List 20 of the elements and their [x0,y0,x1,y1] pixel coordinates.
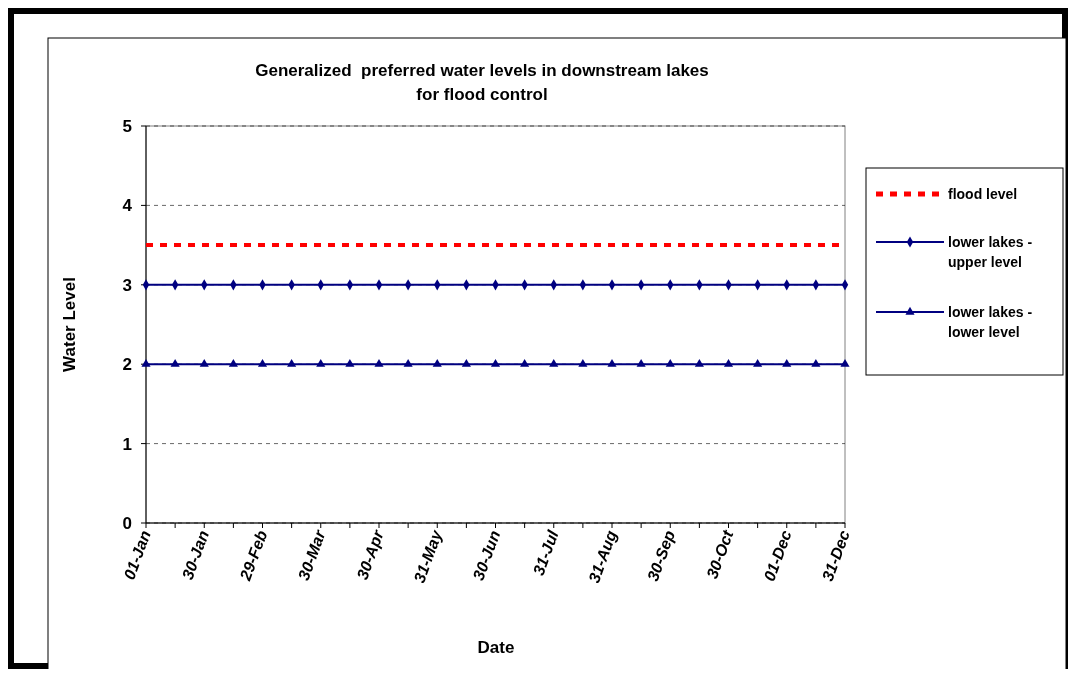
x-tick-label: 01-Dec [760,528,795,584]
x-tick-label: 30-Mar [294,527,329,583]
x-tick-label: 31-Jul [529,527,562,578]
y-tick-label: 5 [122,117,132,136]
x-tick-label: 30-Jun [469,528,504,583]
chart-title: Generalized preferred water levels in downstream lakes for flood control [255,61,709,104]
y-tick-label: 2 [122,355,132,375]
x-tick-label: 31-Dec [818,528,853,584]
legend-label: lower lakes - upper level [948,234,1033,270]
x-tick-label: 30-Apr [353,527,388,582]
y-tick-label: 4 [122,196,133,216]
y-tick-label: 3 [122,275,132,295]
legend-label: flood level [948,186,1018,202]
y-axis-title: Water Level [60,277,79,372]
x-tick-label: 29-Feb [236,528,271,584]
x-tick-label: 30-Jan [178,528,213,582]
legend-label: lower lakes - lower level [948,304,1033,340]
x-tick-label: 30-Oct [703,527,737,581]
y-tick-label: 1 [122,434,132,454]
x-axis-title: Date [477,638,515,657]
